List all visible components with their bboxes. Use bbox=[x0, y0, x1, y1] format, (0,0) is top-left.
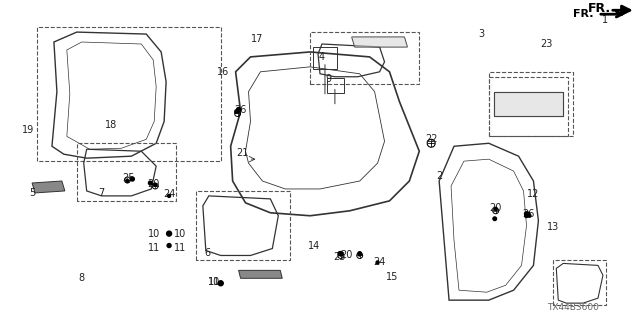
Circle shape bbox=[219, 281, 223, 285]
Circle shape bbox=[168, 195, 171, 197]
Text: 19: 19 bbox=[22, 125, 34, 135]
Circle shape bbox=[218, 281, 223, 286]
Circle shape bbox=[528, 214, 531, 217]
Text: 11: 11 bbox=[208, 277, 220, 287]
Polygon shape bbox=[32, 181, 65, 193]
Text: 26: 26 bbox=[234, 105, 247, 115]
Circle shape bbox=[236, 110, 239, 113]
Text: 7: 7 bbox=[99, 188, 105, 198]
Text: 18: 18 bbox=[106, 120, 118, 131]
Text: 10: 10 bbox=[208, 277, 220, 287]
Circle shape bbox=[339, 253, 342, 256]
Text: 14: 14 bbox=[308, 241, 320, 251]
Circle shape bbox=[167, 244, 171, 248]
Polygon shape bbox=[493, 92, 563, 116]
Circle shape bbox=[493, 217, 497, 220]
Text: 3: 3 bbox=[479, 29, 485, 39]
Text: FR.: FR. bbox=[588, 2, 611, 15]
Circle shape bbox=[376, 261, 379, 264]
Text: 26: 26 bbox=[522, 209, 534, 219]
Text: 15: 15 bbox=[387, 272, 399, 282]
Text: 1: 1 bbox=[602, 15, 608, 25]
Text: 8: 8 bbox=[79, 273, 84, 283]
Text: 20: 20 bbox=[147, 179, 159, 189]
Text: 10: 10 bbox=[174, 228, 186, 239]
Text: 12: 12 bbox=[527, 189, 540, 199]
Circle shape bbox=[338, 252, 342, 255]
Polygon shape bbox=[239, 270, 282, 278]
Text: 11: 11 bbox=[148, 243, 161, 252]
Text: 25: 25 bbox=[122, 173, 134, 183]
Circle shape bbox=[358, 253, 361, 256]
Circle shape bbox=[166, 231, 172, 236]
Circle shape bbox=[235, 110, 238, 113]
Text: 24: 24 bbox=[163, 189, 175, 199]
Text: 20: 20 bbox=[490, 203, 502, 213]
Text: 2: 2 bbox=[436, 171, 442, 181]
Text: 6: 6 bbox=[205, 249, 211, 259]
Text: 21: 21 bbox=[236, 148, 249, 158]
Circle shape bbox=[525, 214, 528, 218]
Text: 17: 17 bbox=[252, 34, 264, 44]
Circle shape bbox=[339, 252, 343, 255]
Text: 20: 20 bbox=[340, 251, 353, 260]
Text: TX44B3600: TX44B3600 bbox=[547, 303, 599, 312]
Text: 10: 10 bbox=[148, 228, 161, 239]
Text: 22: 22 bbox=[425, 134, 438, 144]
Text: 23: 23 bbox=[540, 39, 552, 49]
Circle shape bbox=[126, 180, 129, 182]
Polygon shape bbox=[352, 37, 408, 47]
Text: 9: 9 bbox=[325, 74, 331, 84]
Text: 16: 16 bbox=[216, 67, 229, 77]
Circle shape bbox=[148, 181, 152, 185]
Circle shape bbox=[154, 183, 157, 187]
Circle shape bbox=[494, 207, 497, 210]
Text: 11: 11 bbox=[174, 243, 186, 252]
Text: FR.: FR. bbox=[573, 9, 593, 19]
Text: 13: 13 bbox=[547, 222, 559, 232]
Text: 25: 25 bbox=[333, 252, 346, 262]
Circle shape bbox=[525, 212, 529, 216]
Circle shape bbox=[527, 212, 530, 215]
Circle shape bbox=[237, 108, 241, 111]
Text: 5: 5 bbox=[29, 188, 35, 198]
Circle shape bbox=[131, 177, 134, 181]
Text: 24: 24 bbox=[373, 257, 386, 268]
Text: 4: 4 bbox=[319, 52, 325, 62]
Circle shape bbox=[358, 252, 362, 255]
